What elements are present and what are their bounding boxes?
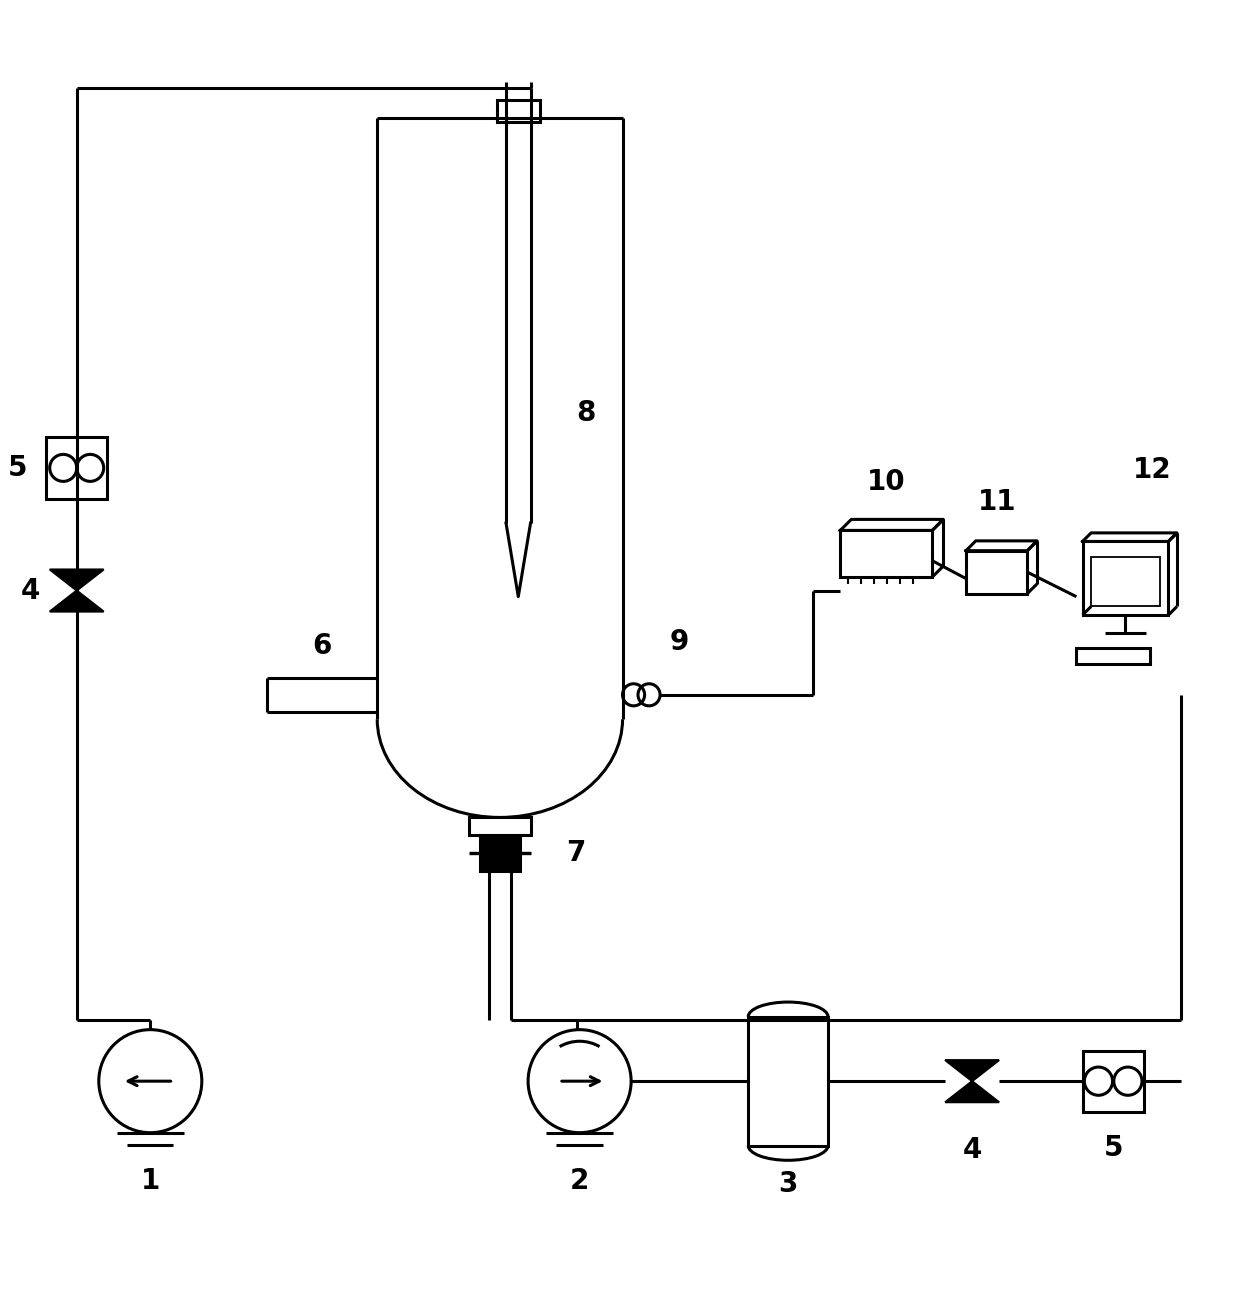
Text: 5: 5	[1104, 1134, 1123, 1162]
Polygon shape	[50, 591, 104, 612]
Bar	[497, 100, 539, 122]
Bar	[46, 437, 108, 499]
Bar	[1083, 541, 1168, 615]
Text: 3: 3	[779, 1170, 797, 1198]
Bar	[841, 530, 932, 576]
Bar	[1091, 558, 1159, 607]
Bar	[1076, 649, 1149, 665]
Bar	[1083, 1050, 1143, 1112]
Text: 4: 4	[962, 1137, 982, 1165]
Text: 12: 12	[1133, 455, 1172, 484]
Text: 10: 10	[867, 468, 905, 496]
Polygon shape	[50, 570, 104, 591]
Text: 4: 4	[20, 576, 40, 604]
Bar	[748, 1017, 828, 1145]
Text: 11: 11	[977, 488, 1016, 516]
Text: 2: 2	[570, 1167, 589, 1195]
Text: 7: 7	[567, 840, 585, 867]
Polygon shape	[945, 1061, 999, 1082]
Bar	[480, 834, 520, 871]
Text: 1: 1	[140, 1167, 160, 1195]
Text: 9: 9	[670, 628, 689, 655]
Text: 5: 5	[9, 454, 27, 482]
Polygon shape	[945, 1082, 999, 1103]
Bar	[966, 550, 1027, 594]
Bar	[469, 817, 531, 834]
Text: 8: 8	[577, 399, 595, 426]
Text: 6: 6	[312, 633, 332, 661]
